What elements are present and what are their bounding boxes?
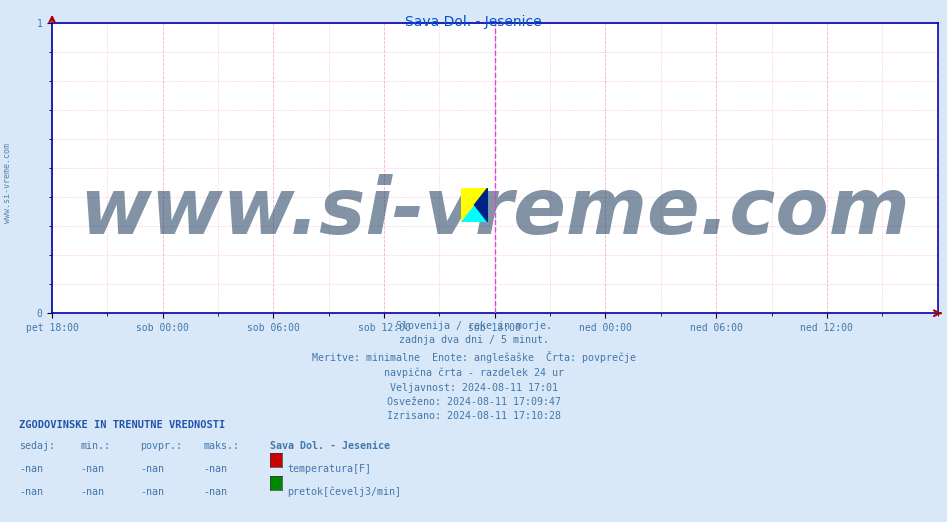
Text: -nan: -nan <box>80 487 104 496</box>
Text: temperatura[F]: temperatura[F] <box>287 464 371 473</box>
Text: povpr.:: povpr.: <box>140 441 182 451</box>
Text: Sava Dol. - Jesenice: Sava Dol. - Jesenice <box>405 15 542 29</box>
Text: -nan: -nan <box>80 464 104 473</box>
Text: pretok[čevelj3/min]: pretok[čevelj3/min] <box>287 487 401 497</box>
Text: www.si-vreme.com: www.si-vreme.com <box>80 174 910 250</box>
Text: www.si-vreme.com: www.si-vreme.com <box>3 143 12 223</box>
Text: -nan: -nan <box>204 464 227 473</box>
Text: -nan: -nan <box>19 464 43 473</box>
Text: Sava Dol. - Jesenice: Sava Dol. - Jesenice <box>270 441 390 451</box>
Text: -nan: -nan <box>140 487 164 496</box>
Text: min.:: min.: <box>80 441 111 451</box>
Text: Slovenija / reke in morje.
zadnja dva dni / 5 minut.
Meritve: minimalne  Enote: : Slovenija / reke in morje. zadnja dva dn… <box>312 321 635 421</box>
Text: ZGODOVINSKE IN TRENUTNE VREDNOSTI: ZGODOVINSKE IN TRENUTNE VREDNOSTI <box>19 420 225 430</box>
Text: maks.:: maks.: <box>204 441 240 451</box>
Text: -nan: -nan <box>204 487 227 496</box>
Polygon shape <box>461 188 488 222</box>
Text: sedaj:: sedaj: <box>19 441 55 451</box>
Polygon shape <box>474 188 488 222</box>
Text: -nan: -nan <box>19 487 43 496</box>
Text: -nan: -nan <box>140 464 164 473</box>
Polygon shape <box>461 188 488 222</box>
